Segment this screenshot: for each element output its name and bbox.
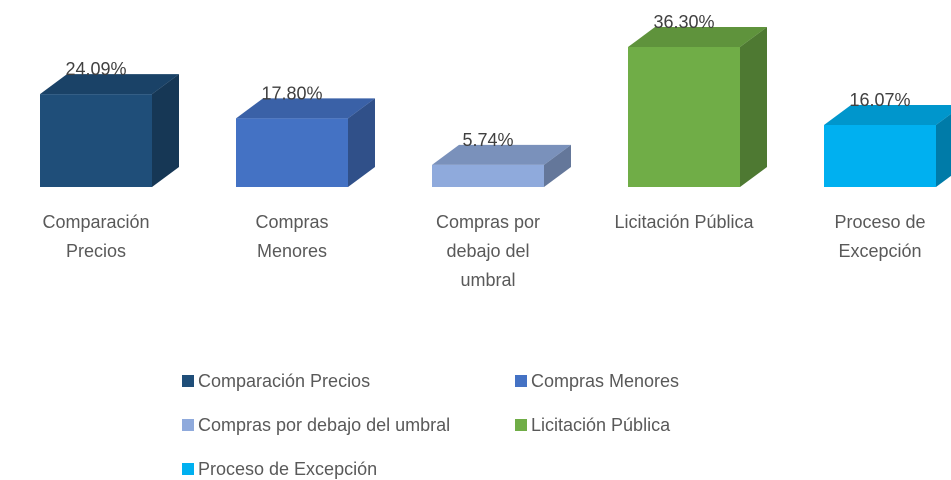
bar-top [432, 144, 571, 165]
x-tick-label: Compras por debajo del umbral [435, 212, 541, 290]
data-label: 17.80% [261, 83, 322, 103]
legend-swatch [515, 375, 527, 387]
bar-front [628, 47, 740, 187]
legend-swatch [515, 419, 527, 431]
legend-swatch [182, 463, 194, 475]
x-tick-label: Proceso de Excepción [834, 212, 926, 261]
bar-side [544, 144, 571, 187]
bar [40, 74, 179, 187]
bar-top [628, 27, 767, 47]
legend-entry: Compras Menores [515, 370, 679, 392]
bar-front [432, 164, 544, 187]
bar-top [824, 105, 951, 126]
bar [824, 105, 951, 187]
legend-entry: Comparación Precios [182, 370, 370, 392]
x-tick-label: Licitación Pública [614, 212, 754, 232]
legend-label: Compras por debajo del umbral [198, 415, 451, 435]
bar-side [348, 98, 375, 187]
data-label: 24.09% [65, 59, 126, 79]
bar-top [40, 74, 179, 95]
bar-front [824, 125, 936, 187]
bar-side [152, 74, 179, 187]
legend-entry: Licitación Pública [515, 414, 670, 436]
legend-swatch [182, 375, 194, 387]
data-label: 16.07% [849, 90, 910, 110]
legend-swatch [182, 419, 194, 431]
legend-entry: Compras por debajo del umbral [182, 414, 450, 436]
legend-label: Compras Menores [531, 371, 680, 391]
bar [236, 98, 375, 187]
bar-front [236, 118, 348, 187]
legend-label: Comparación Precios [198, 371, 371, 391]
data-label: 5.74% [462, 130, 513, 150]
bar-front [40, 94, 152, 187]
x-tick-label: Compras Menores [255, 212, 329, 261]
bar [432, 144, 571, 187]
bar [628, 27, 767, 187]
data-label: 36.30% [653, 12, 714, 32]
legend-entry: Proceso de Excepción [182, 458, 377, 480]
bar-side [936, 113, 951, 187]
legend-label: Licitación Pública [531, 415, 671, 435]
x-tick-label: Comparación Precios [42, 212, 150, 261]
bar-top [236, 98, 375, 119]
legend-label: Proceso de Excepción [198, 459, 378, 479]
bar-side [740, 27, 767, 187]
